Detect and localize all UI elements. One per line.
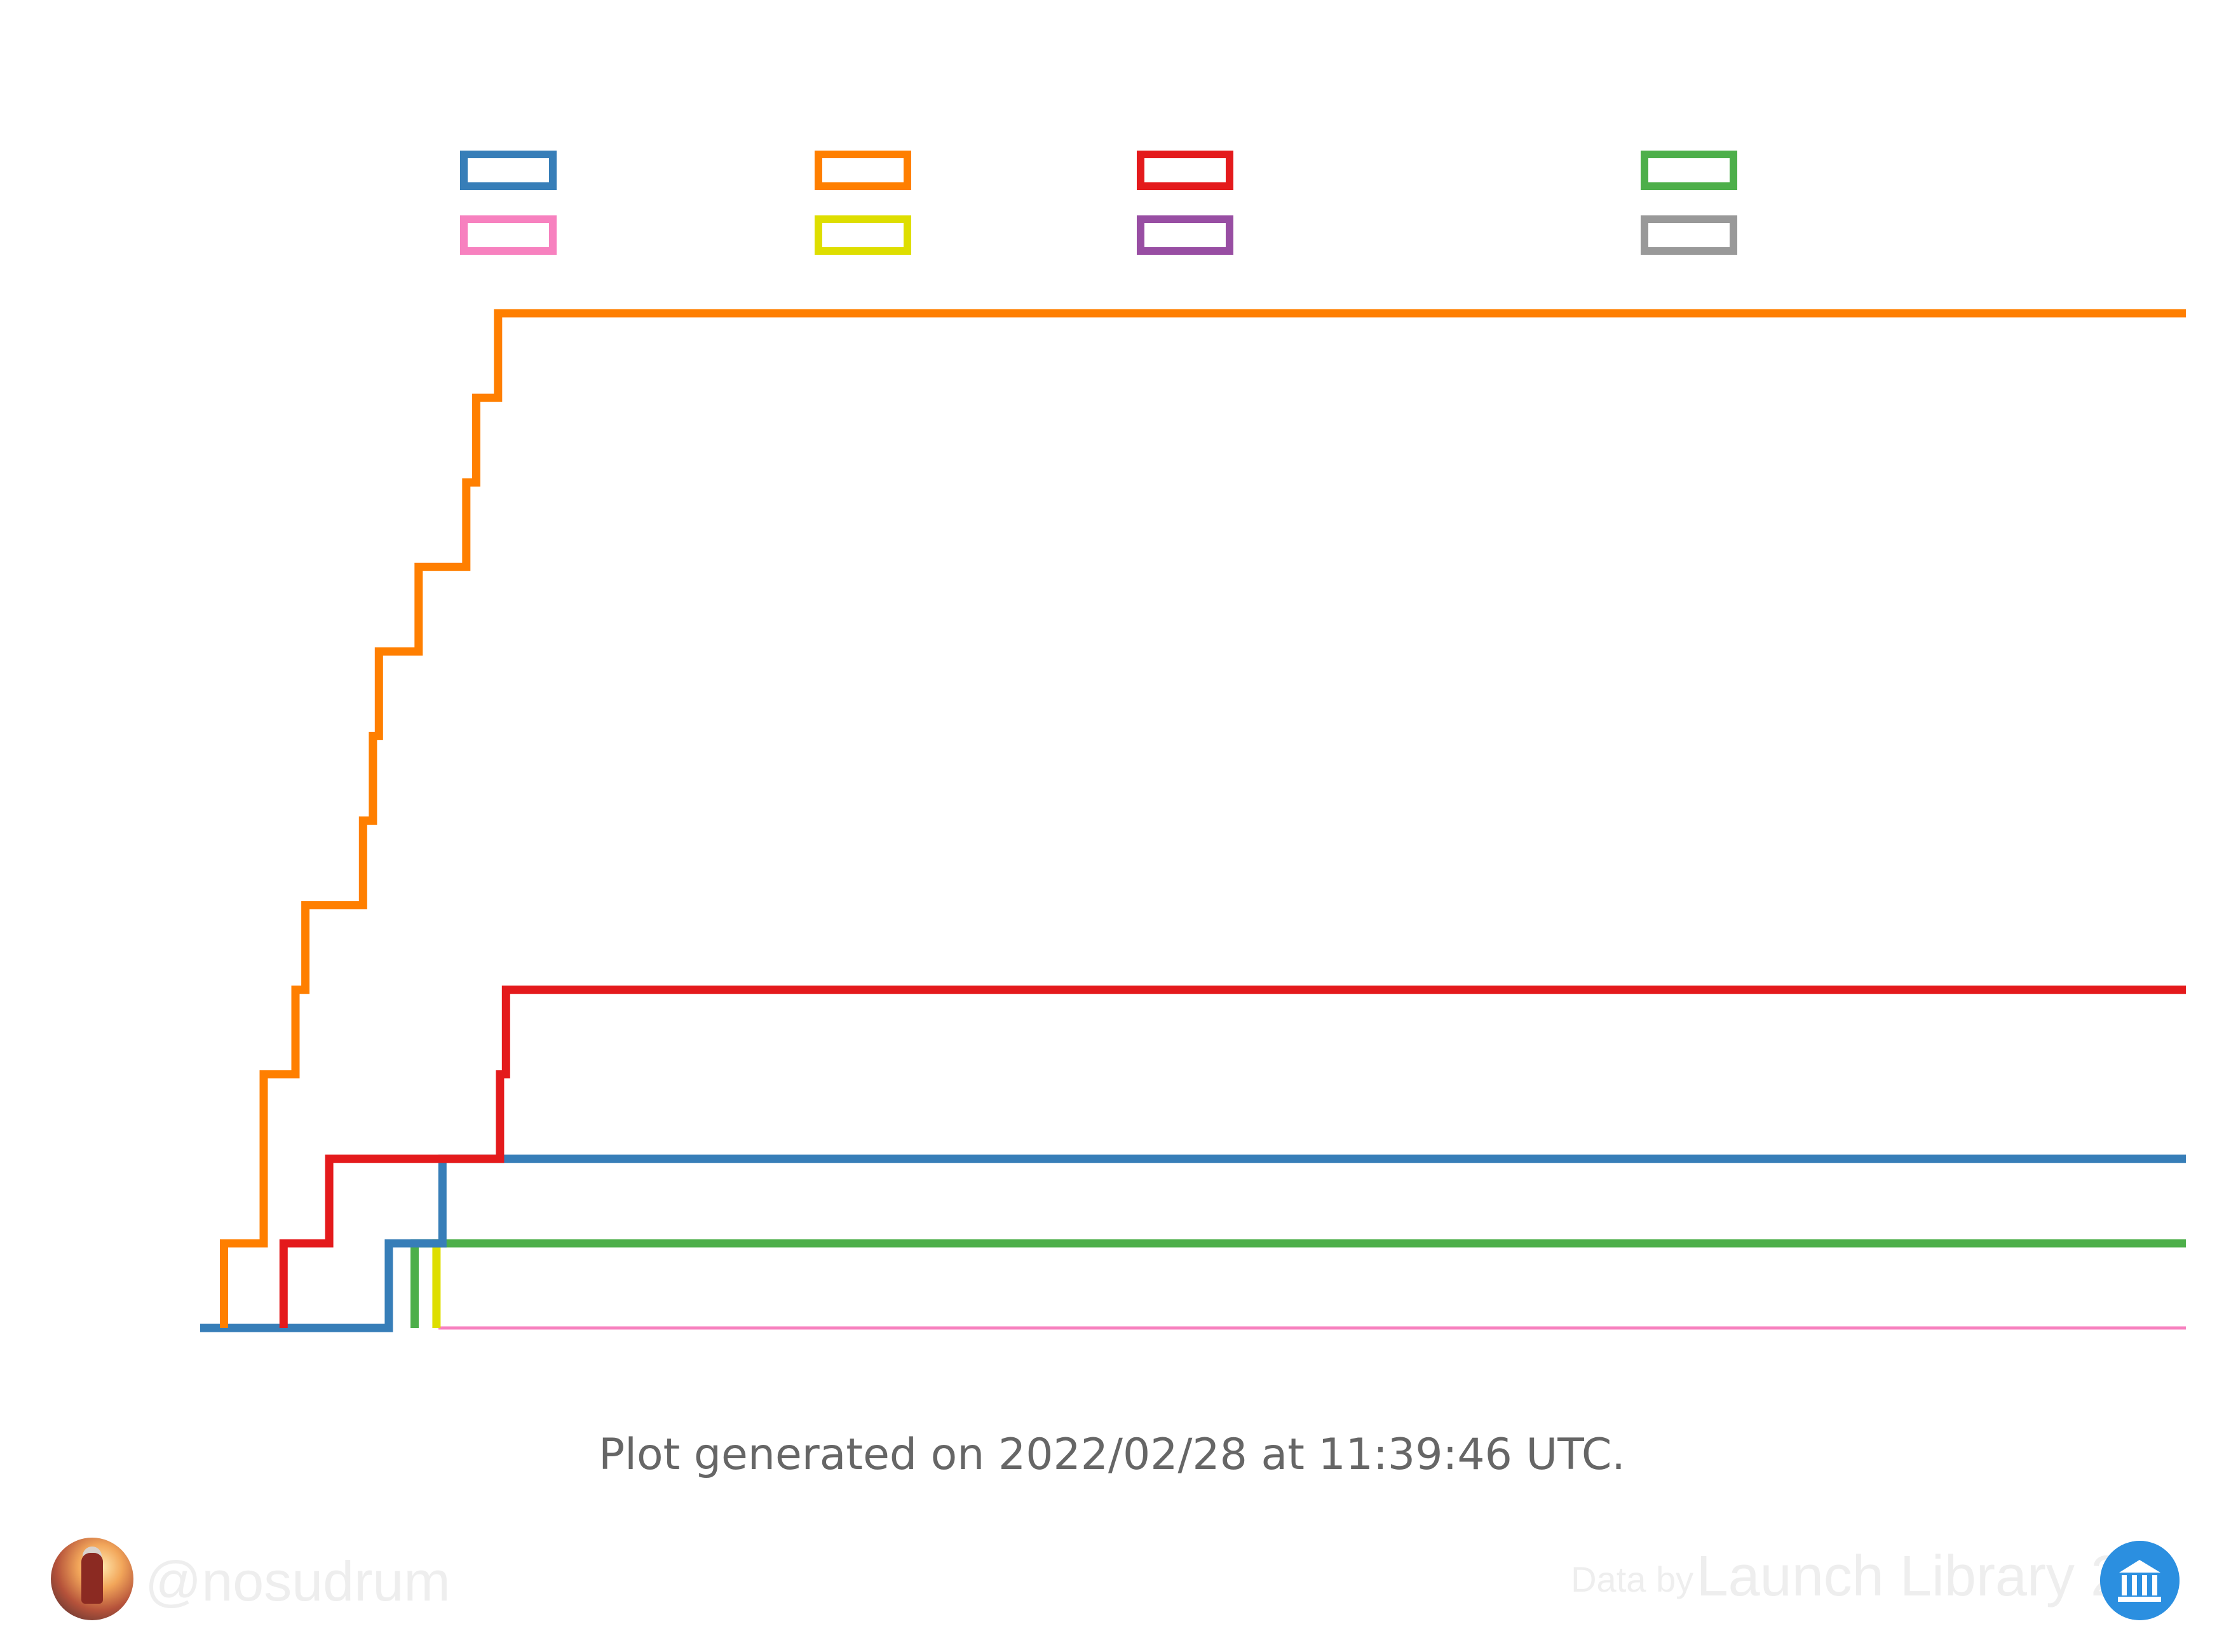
author-avatar: [51, 1538, 133, 1620]
author-handle: @nosudrum: [145, 1550, 451, 1613]
series-line-6: [432, 1239, 443, 1328]
legend-swatch-7: [1137, 215, 1233, 255]
legend-swatch-3: [1137, 151, 1233, 190]
credit-source: Launch Library 2: [1696, 1545, 2122, 1608]
legend-swatch-5: [460, 215, 557, 255]
plot-generated-note: Plot generated on 2022/02/28 at 11:39:46…: [599, 1430, 1625, 1480]
avatar-figure: [81, 1553, 103, 1604]
legend-swatch-4: [1641, 151, 1737, 190]
series-line-3: [279, 985, 2186, 1328]
series-line-1: [200, 1154, 2186, 1332]
series-group: [200, 309, 2186, 1332]
legend-swatch-8: [1641, 215, 1737, 255]
series-line-4: [410, 1239, 2186, 1328]
legend-swatch-6: [815, 215, 911, 255]
data-credit: Data by Launch Library 2: [1571, 1544, 2122, 1609]
launch-library-logo-icon: [2100, 1541, 2180, 1620]
legend: [460, 151, 1737, 255]
series-line-2: [220, 309, 2186, 1328]
credit-by: Data by: [1571, 1559, 1694, 1599]
legend-swatch-2: [815, 151, 911, 190]
legend-swatch-1: [460, 151, 557, 190]
